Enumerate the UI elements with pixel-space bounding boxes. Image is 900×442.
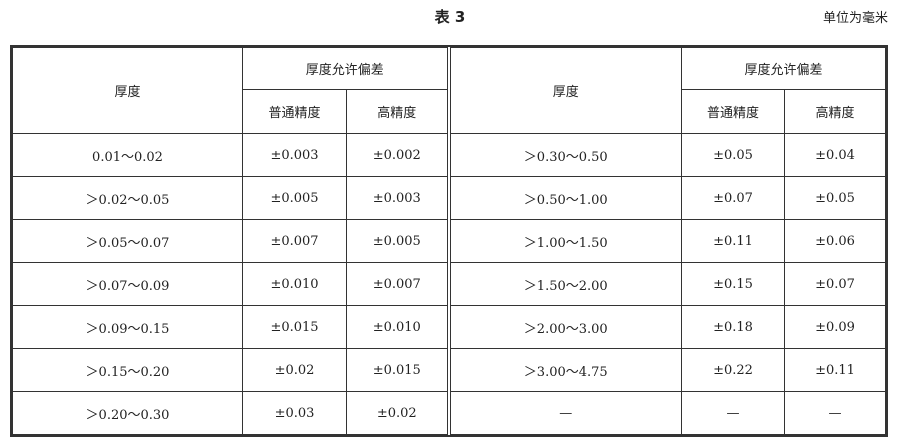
normal-tolerance-cell: ±0.007 — [242, 219, 347, 263]
normal-tolerance-cell: ±0.15 — [681, 262, 785, 306]
high-tolerance-cell: ±0.003 — [346, 176, 451, 220]
high-tolerance-cell: ±0.04 — [784, 133, 886, 177]
thickness-cell: ＞0.15～0.20 — [12, 348, 243, 392]
thickness-cell: — — [448, 391, 682, 435]
high-tolerance-cell: ±0.07 — [784, 262, 886, 306]
thickness-cell: ＞0.50～1.00 — [448, 176, 682, 220]
tolerance-table: 厚度 厚度允许偏差 厚度 厚度允许偏差 普通精度 高精度 普通精度 高精度 0.… — [10, 45, 888, 437]
header-thickness: 厚度 — [12, 47, 243, 134]
high-tolerance-cell: ±0.015 — [346, 348, 451, 392]
normal-tolerance-cell: ±0.18 — [681, 305, 785, 349]
normal-tolerance-cell: ±0.003 — [242, 133, 347, 177]
table-row: ＞0.20～0.30 ±0.03 ±0.02— — — — [12, 391, 886, 435]
header-tolerance: 厚度允许偏差 — [242, 47, 451, 90]
header-tolerance: 厚度允许偏差 — [681, 47, 886, 90]
high-tolerance-cell: ±0.007 — [346, 262, 451, 306]
header-thickness: 厚度 — [448, 47, 682, 134]
thickness-cell: ＞0.09～0.15 — [12, 305, 243, 349]
normal-tolerance-cell: ±0.03 — [242, 391, 347, 435]
thickness-cell: ＞2.00～3.00 — [448, 305, 682, 349]
header-normal: 普通精度 — [242, 89, 347, 134]
table-row: ＞0.02～0.05 ±0.005 ±0.003 ＞0.50～1.00 ±0.07 ±0.… — [12, 176, 886, 220]
thickness-cell: ＞0.30～0.50 — [448, 133, 682, 177]
table-row: ＞0.09～0.15 ±0.015 ±0.010 ＞2.00～3.00 ±0.18 ±0.… — [12, 305, 886, 349]
thickness-cell: ＞0.07～0.09 — [12, 262, 243, 306]
thickness-cell: ＞3.00～4.75 — [448, 348, 682, 392]
thickness-cell: ＞1.00～1.50 — [448, 219, 682, 263]
table-row: ＞0.07～0.09 ±0.010 ±0.007 ＞1.50～2.00 ±0.15 ±0.… — [12, 262, 886, 306]
thickness-cell: ＞1.50～2.00 — [448, 262, 682, 306]
table-row: ＞0.15～0.20 ±0.02 ±0.015 ＞3.00～4.75 ±0.22 ±0.1… — [12, 348, 886, 392]
header-normal: 普通精度 — [681, 89, 785, 134]
high-tolerance-cell: ±0.09 — [784, 305, 886, 349]
unit-note: 单位为毫米 — [822, 11, 888, 26]
normal-tolerance-cell: ±0.010 — [242, 262, 347, 306]
normal-tolerance-cell: ±0.02 — [242, 348, 347, 392]
table-title: 表 3 — [434, 8, 466, 26]
table-row: 0.01～0.02 ±0.003 ±0.002 ＞0.30～0.50 ±0.05 ±0.0… — [12, 133, 886, 177]
thickness-cell: ＞0.02～0.05 — [12, 176, 243, 220]
high-tolerance-cell: ±0.11 — [784, 348, 886, 392]
high-tolerance-cell: ±0.05 — [784, 176, 886, 220]
high-tolerance-cell: ±0.002 — [346, 133, 451, 177]
normal-tolerance-cell: ±0.05 — [681, 133, 785, 177]
high-tolerance-cell: ±0.06 — [784, 219, 886, 263]
thickness-cell: ＞0.05～0.07 — [12, 219, 243, 263]
normal-tolerance-cell: ±0.11 — [681, 219, 785, 263]
normal-tolerance-cell: ±0.015 — [242, 305, 347, 349]
high-tolerance-cell: ±0.005 — [346, 219, 451, 263]
high-tolerance-cell: — — [784, 391, 886, 435]
normal-tolerance-cell: — — [681, 391, 785, 435]
header-high: 高精度 — [346, 89, 451, 134]
thickness-cell: ＞0.20～0.30 — [12, 391, 243, 435]
header-high: 高精度 — [784, 89, 886, 134]
normal-tolerance-cell: ±0.005 — [242, 176, 347, 220]
high-tolerance-cell: ±0.010 — [346, 305, 451, 349]
table-row: ＞0.05～0.07 ±0.007 ±0.005 ＞1.00～1.50 ±0.11 ±0.… — [12, 219, 886, 263]
thickness-cell: 0.01～0.02 — [12, 133, 243, 177]
normal-tolerance-cell: ±0.07 — [681, 176, 785, 220]
normal-tolerance-cell: ±0.22 — [681, 348, 785, 392]
high-tolerance-cell: ±0.02 — [346, 391, 451, 435]
